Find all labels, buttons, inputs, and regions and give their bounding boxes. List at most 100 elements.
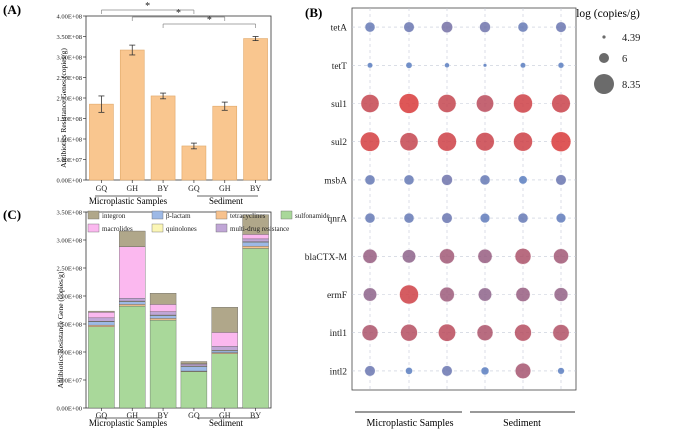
panel-b-bubble	[513, 93, 533, 114]
panel-b-bubble	[515, 362, 531, 379]
panel-c-ytick-label: 0.00E+00	[56, 406, 82, 413]
panel-b-bubble	[439, 286, 455, 303]
panel-b-bubble	[364, 21, 376, 33]
panel-c-legend-label: β-lactam	[166, 212, 191, 220]
panel-b-bubble	[362, 248, 378, 264]
panel-a-significance-star: *	[207, 15, 212, 26]
panel-c-bar-segment	[119, 301, 146, 305]
panel-a-ytick-label: 3.50E+08	[56, 34, 82, 41]
panel-b-bubble	[439, 248, 455, 265]
panel-b-bubble	[477, 248, 493, 264]
panel-b-bubble	[480, 366, 490, 376]
panel-b-bubble	[364, 174, 376, 186]
panel-c-legend-label: sulfonamide	[295, 212, 330, 220]
panel-c-bar-segment	[180, 366, 208, 372]
panel-a-ytick-label: 4.00E+08	[56, 14, 82, 21]
panel-c-bar-segment	[149, 293, 177, 305]
panel-c-bar-segment	[180, 364, 208, 367]
panel-c-legend-swatch	[151, 210, 164, 220]
panel-c-bar-segment	[119, 305, 146, 409]
panel-b-bubble	[482, 63, 488, 68]
panel-c-legend-swatch	[215, 223, 228, 233]
panel-b-bubble	[364, 365, 376, 377]
panel-a-ytick-label: 1.50E+08	[56, 116, 82, 123]
panel-c-bar-segment	[242, 248, 269, 409]
panel-a-group-label-sediment: Sediment	[209, 196, 243, 206]
panel-c-legend-label: quinolones	[166, 225, 197, 233]
panel-b-bubble	[552, 324, 570, 342]
panel-a-frame	[85, 15, 272, 181]
panel-b-bubble	[557, 367, 565, 375]
panel-b-gene-label: qnrA	[327, 215, 347, 225]
panel-b-bubble	[403, 212, 415, 224]
panel-c-bar-segment	[211, 332, 238, 347]
panel-b-gene-label: blaCTX-M	[305, 253, 348, 263]
panel-b-gene-label: intl2	[330, 367, 348, 377]
legend-size-bubble	[598, 52, 610, 64]
panel-b-bubble	[518, 175, 528, 185]
panel-b-group-label-sediment: Sediment	[503, 418, 541, 429]
panel-c-bar-segment	[119, 298, 146, 302]
panel-a-bar	[150, 95, 176, 181]
panel-c-legend-label: tetracyclines	[230, 212, 266, 220]
panel-c-ytick-label: 3.50E+08	[56, 210, 82, 217]
panel-c-bar-segment	[88, 310, 115, 313]
panel-b-bubble	[399, 284, 419, 305]
panel-b-bubble	[444, 62, 450, 68]
panel-c-xtick-label: GH	[219, 411, 231, 420]
panel-b-bubble	[555, 213, 567, 224]
panel-c-legend-swatch	[87, 210, 100, 220]
panel-b-bubble	[515, 287, 531, 302]
panel-a-bar	[89, 103, 114, 181]
panel-b-bubble	[403, 21, 415, 33]
panel-c-bar-segment	[180, 371, 208, 409]
panel-b-bubble	[514, 248, 532, 265]
panel-b-bubble	[364, 212, 376, 224]
panel-c-bar-segment	[149, 318, 177, 321]
panel-b-gene-label: msbA	[324, 176, 347, 186]
panel-b-bubble	[403, 174, 415, 186]
panel-c-bar-segment	[119, 246, 146, 299]
panel-a-ytick-label: 0.00E+00	[56, 178, 82, 185]
panel-a-ytick-label: 1.00E+08	[56, 137, 82, 144]
panel-b-bubble	[437, 132, 457, 152]
panel-b-bubble	[405, 61, 413, 69]
panel-c-bar-segment	[149, 315, 177, 319]
panel-c-legend-label: multi-drug resistance	[230, 225, 289, 233]
panel-a: Antibiotics Resistance Genes (copies/g) …	[56, 1, 272, 206]
panel-a-xtick-label: GQ	[188, 184, 200, 193]
panel-b-bubble	[555, 21, 567, 33]
panel-c-bar-segment	[211, 307, 238, 333]
panel-b-bubble	[476, 94, 494, 113]
panel-b-bubble	[514, 324, 532, 342]
panel-a-bar	[212, 105, 238, 181]
panel-a-xtick-label: BY	[158, 184, 169, 193]
panel-b-bubble	[557, 62, 565, 69]
panel-c-xtick-label: BY	[158, 411, 169, 420]
panel-b-bubble	[476, 324, 494, 341]
panel-c-ytick-label: 5.00E+07	[56, 378, 82, 385]
panel-c-legend-swatch	[87, 223, 100, 233]
panel-b-bubble	[405, 367, 413, 375]
panel-label-c: (C)	[3, 207, 21, 222]
panel-label-b: (B)	[305, 5, 322, 20]
panel-c-bar-segment	[88, 312, 115, 319]
panel-a-ytick-label: 2.00E+08	[56, 96, 82, 103]
panel-c-legend-swatch	[280, 210, 293, 220]
panel-b-bubble	[441, 212, 453, 224]
panel-a-ytick-label: 3.00E+08	[56, 55, 82, 62]
panel-a-xtick-label: BY	[250, 184, 261, 193]
panel-c-legend-label: integron	[102, 212, 126, 220]
panel-c-bar-segment	[211, 353, 238, 409]
panel-c-ytick-label: 1.00E+08	[56, 350, 82, 357]
panel-b-bubble	[361, 324, 379, 341]
panel-b-gene-label: tetT	[332, 62, 347, 72]
panel-c-legend-label: macrolides	[102, 225, 133, 233]
panel-c-bar-segment	[88, 324, 115, 327]
panel-c-legend-swatch	[151, 223, 164, 233]
panel-c-xtick-label: BY	[250, 411, 261, 420]
panel-a-bar	[119, 49, 145, 181]
panel-c-xtick-label: GQ	[96, 411, 108, 420]
